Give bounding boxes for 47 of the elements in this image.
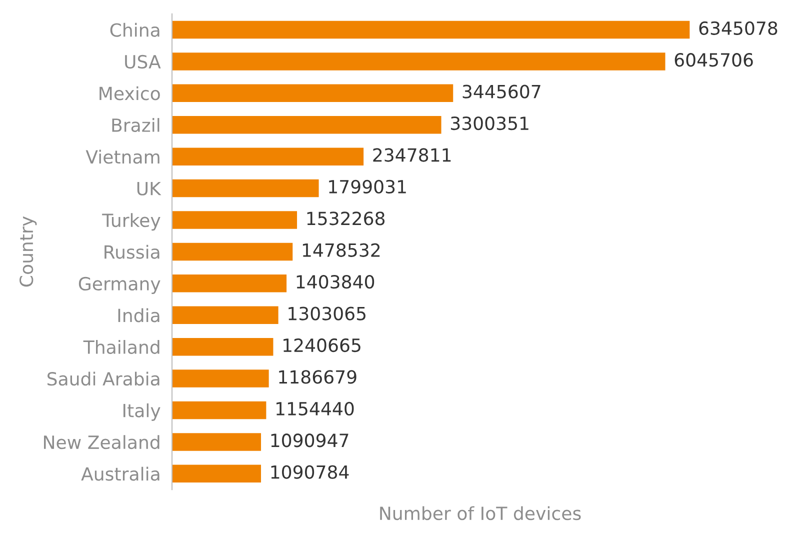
data-label: 1154440 (276, 402, 354, 416)
bar (172, 116, 442, 134)
data-label: 6345078 (699, 21, 778, 36)
bar (172, 401, 266, 420)
y-tick-label: Turkey (102, 213, 160, 231)
bar (172, 370, 269, 388)
data-label: 1799031 (329, 180, 406, 194)
data-label: 6045706 (674, 53, 753, 67)
data-label: 1240665 (284, 338, 360, 352)
y-tick-label: Italy (123, 403, 160, 421)
data-label: 3445607 (462, 84, 540, 98)
bar (172, 148, 364, 166)
bar (172, 464, 261, 483)
y-tick-label: Vietnam (86, 150, 160, 164)
y-tick-label: USA (125, 54, 161, 69)
y-tick-label: Australia (81, 466, 160, 481)
bar (172, 52, 666, 70)
bar (172, 211, 298, 229)
data-label: 1090947 (271, 434, 348, 448)
bar (172, 179, 319, 198)
data-label: 1186679 (279, 370, 356, 384)
bar (172, 338, 274, 356)
y-tick-label: Mexico (100, 86, 160, 100)
y-tick-label: China (110, 22, 160, 37)
bar (172, 242, 293, 261)
data-label: 3300351 (450, 116, 528, 130)
bar (172, 84, 454, 102)
bar (172, 20, 690, 39)
data-label: 2347811 (373, 148, 451, 162)
data-label: 1403840 (296, 275, 374, 289)
y-axis-title: Country (20, 216, 37, 287)
x-axis-title: Number of IoT devices (380, 506, 581, 520)
data-label: 1478532 (302, 243, 380, 257)
y-tick-label: UK (137, 182, 162, 196)
data-label: 1090784 (271, 465, 349, 479)
y-tick-label: New Zealand (44, 435, 160, 450)
data-label: 1532268 (307, 212, 385, 226)
data-label: 1303065 (288, 306, 366, 320)
y-tick-label: Russia (104, 244, 160, 259)
bar (172, 306, 278, 324)
bar (172, 274, 287, 292)
y-tick-label: Thailand (83, 340, 160, 354)
y-tick-label: Brazil (112, 118, 160, 132)
y-tick-label: Germany (78, 276, 160, 294)
y-tick-label: India (118, 308, 160, 322)
y-tick-label: Saudi Arabia (48, 372, 160, 386)
bar (172, 433, 262, 451)
